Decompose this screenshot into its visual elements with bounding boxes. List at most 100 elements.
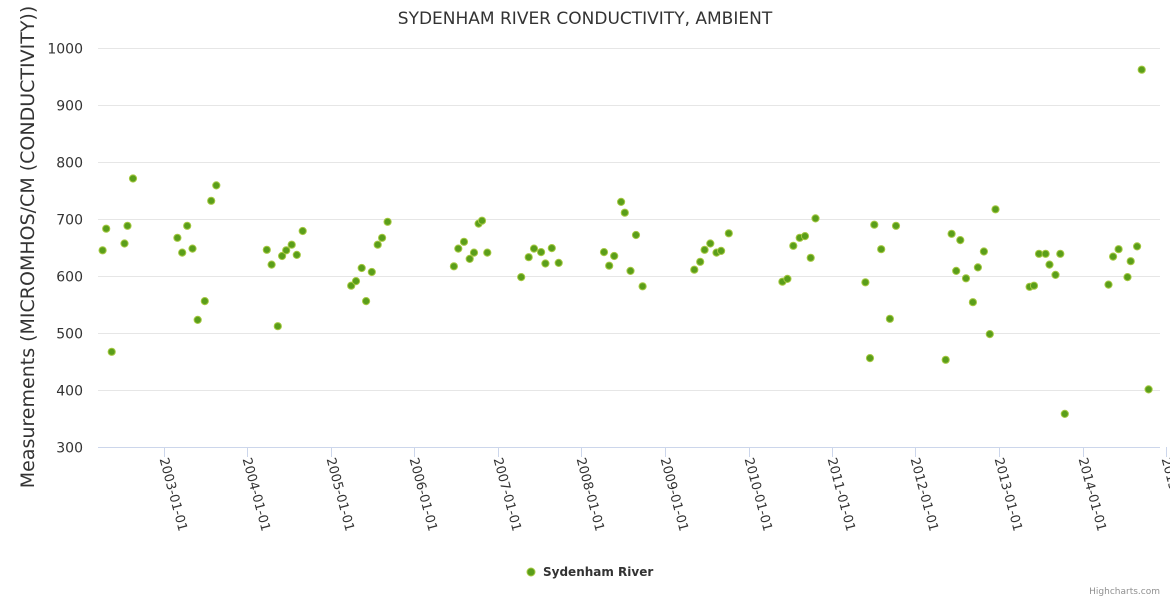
data-point[interactable] [1041,249,1050,258]
data-point[interactable] [979,247,989,256]
data-point[interactable] [638,282,647,291]
data-point[interactable] [102,224,111,233]
data-point[interactable] [529,244,539,253]
data-point[interactable] [292,250,301,259]
data-point[interactable] [956,236,965,245]
data-point[interactable] [806,253,815,262]
data-point[interactable] [870,220,879,229]
data-point[interactable] [610,251,619,261]
data-point[interactable] [1029,281,1039,290]
data-point[interactable] [469,248,479,257]
data-point[interactable] [554,258,563,267]
data-point[interactable] [483,248,492,257]
data-point[interactable] [706,239,715,248]
data-point[interactable] [477,216,487,225]
data-point[interactable] [991,205,1000,214]
data-point[interactable] [524,253,533,262]
data-point[interactable] [861,278,870,287]
data-point[interactable] [282,246,291,255]
data-point[interactable] [383,217,392,226]
data-point[interactable] [1109,252,1118,261]
data-point[interactable] [178,248,187,257]
data-point[interactable] [347,281,356,290]
data-point[interactable] [717,246,726,255]
data-point[interactable] [1144,385,1153,394]
data-point[interactable] [1133,242,1142,251]
data-point[interactable] [800,232,810,241]
data-point[interactable] [724,229,733,238]
data-point[interactable] [541,259,550,268]
data-point[interactable] [605,261,614,270]
data-point[interactable] [273,322,282,331]
data-point[interactable] [517,273,526,282]
data-point[interactable] [626,266,635,275]
data-point[interactable] [620,208,629,217]
data-point[interactable] [459,237,469,246]
data-point[interactable] [357,263,366,273]
data-point[interactable] [891,221,901,230]
data-point[interactable] [1060,409,1069,418]
data-point[interactable] [1045,260,1054,269]
legend-item-sydenham-river[interactable]: Sydenham River [543,565,653,579]
data-point[interactable] [193,315,202,324]
data-point[interactable] [961,274,971,283]
data-point[interactable] [98,246,107,255]
data-point[interactable] [947,229,956,238]
data-point[interactable] [547,244,556,253]
data-point[interactable] [941,355,950,364]
credits-link[interactable]: Highcharts.com [1089,587,1160,597]
data-point[interactable] [465,254,474,263]
data-point[interactable] [128,174,138,183]
data-point[interactable] [120,239,129,248]
data-point[interactable] [188,244,197,253]
data-point[interactable] [449,262,458,271]
data-point[interactable] [1104,280,1113,289]
data-point[interactable] [1114,245,1123,254]
y-tick-label: 800 [56,156,83,172]
data-point[interactable] [262,245,271,254]
data-point[interactable] [537,248,546,257]
data-point[interactable] [885,314,895,323]
data-point[interactable] [1126,257,1135,266]
data-point[interactable] [298,226,307,236]
data-point[interactable] [1137,65,1146,74]
data-point[interactable] [351,277,361,286]
data-point[interactable] [1056,249,1065,258]
data-point[interactable] [200,297,209,306]
y-tick-label: 900 [56,99,83,115]
data-point[interactable] [212,181,221,190]
data-point[interactable] [783,274,792,283]
data-point[interactable] [267,260,276,269]
data-point[interactable] [367,267,376,277]
series-sydenham-river[interactable] [98,65,1153,418]
data-point[interactable] [973,263,983,272]
data-point[interactable] [631,230,641,240]
data-point[interactable] [107,347,116,356]
data-point[interactable] [287,240,296,249]
legend[interactable]: Sydenham River [526,565,653,579]
data-point[interactable] [173,233,182,242]
data-point[interactable] [278,251,287,261]
data-point[interactable] [207,196,216,205]
data-point[interactable] [968,298,978,307]
data-point[interactable] [700,245,709,254]
data-point[interactable] [1051,270,1060,279]
data-point[interactable] [789,241,798,250]
data-point[interactable] [362,297,371,306]
data-point[interactable] [599,248,609,257]
data-point[interactable] [617,197,626,206]
data-point[interactable] [123,221,132,230]
data-point[interactable] [877,245,886,254]
data-point[interactable] [865,354,875,363]
data-point[interactable] [454,244,463,253]
data-point[interactable] [183,221,192,230]
data-point[interactable] [1123,273,1132,282]
data-point[interactable] [811,214,820,223]
data-point[interactable] [952,266,961,275]
data-point[interactable] [373,240,382,249]
data-point[interactable] [696,257,705,266]
legend-marker[interactable] [526,567,536,577]
data-point[interactable] [378,233,387,242]
data-point[interactable] [985,330,994,339]
data-point[interactable] [690,265,699,274]
